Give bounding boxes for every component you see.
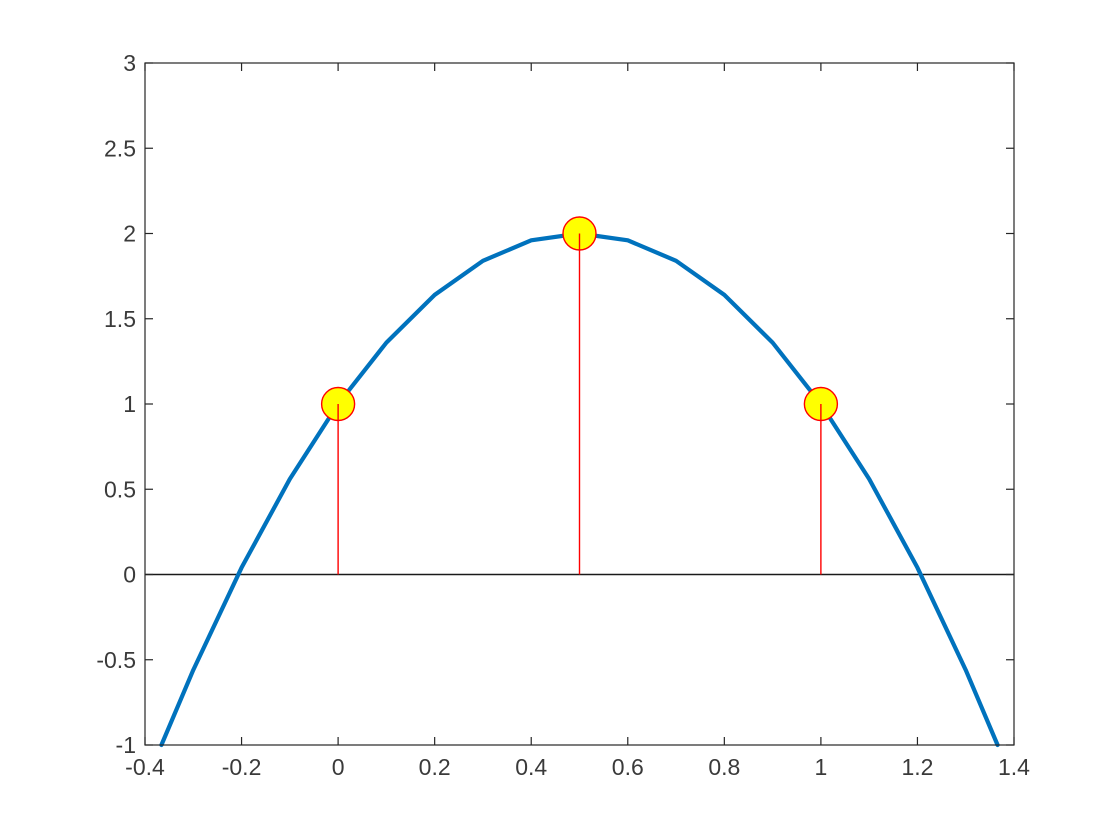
y-tick-label: 0	[123, 562, 136, 588]
y-tick-label: 0.5	[104, 476, 136, 502]
y-tick-label: 2.5	[104, 135, 136, 161]
x-tick-label: 0	[332, 754, 345, 780]
x-tick-label: 0.6	[612, 754, 644, 780]
x-tick-label: -0.2	[222, 754, 262, 780]
x-tick-label: 0.4	[515, 754, 547, 780]
x-tick-label: 0.8	[708, 754, 740, 780]
y-tick-label: 1.5	[104, 306, 136, 332]
x-tick-label: 1	[814, 754, 827, 780]
y-tick-label: 1	[123, 391, 136, 417]
y-tick-label: -0.5	[96, 647, 136, 673]
x-tick-label: 1.2	[901, 754, 933, 780]
y-tick-label: 2	[123, 221, 136, 247]
x-tick-label: 0.2	[419, 754, 451, 780]
x-tick-label: 1.4	[998, 754, 1030, 780]
y-tick-label: 3	[123, 50, 136, 76]
y-tick-label: -1	[116, 732, 136, 758]
x-tick-label: -0.4	[125, 754, 165, 780]
